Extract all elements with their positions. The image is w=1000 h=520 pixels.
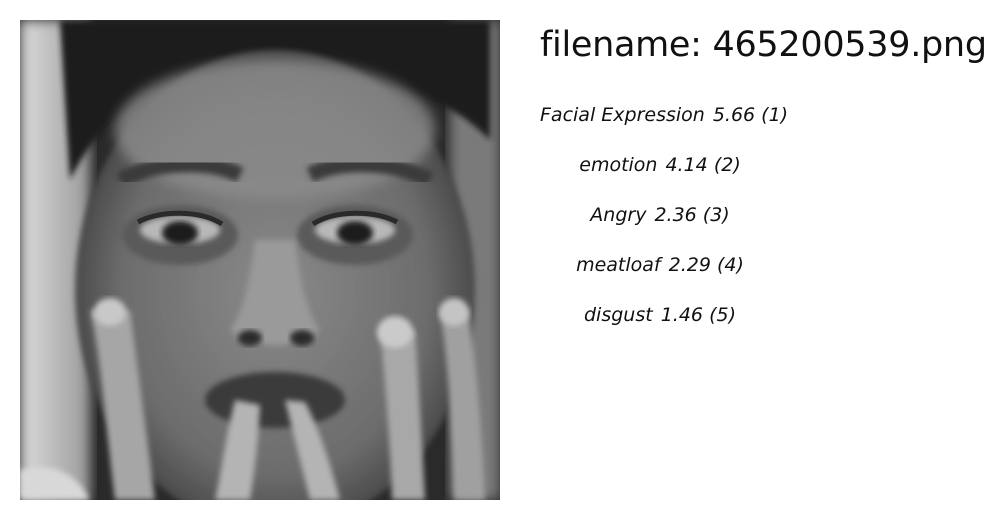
prediction-row: emotion 4.14 (2) [540, 140, 780, 190]
prediction-score: 2.29 [668, 254, 711, 276]
prediction-rank: (2) [713, 154, 741, 176]
prediction-label: Facial Expression [540, 104, 705, 126]
face-image [20, 20, 500, 500]
prediction-row: Facial Expression 5.66 (1) [540, 90, 788, 140]
prediction-score: 1.46 [660, 304, 704, 326]
prediction-row: meatloaf 2.29 (4) [540, 240, 780, 290]
prediction-score: 5.66 [712, 104, 756, 126]
prediction-rank: (1) [761, 104, 789, 126]
prediction-label: Angry [590, 204, 647, 226]
prediction-score: 4.14 [665, 154, 708, 176]
prediction-row: Angry 2.36 (3) [540, 190, 780, 240]
prediction-label: emotion [579, 154, 658, 176]
prediction-list: Facial Expression 5.66 (1) emotion 4.14 (2… [540, 90, 788, 340]
prediction-rank: (5) [709, 304, 736, 326]
prediction-label: meatloaf [576, 254, 661, 276]
prediction-rank: (4) [716, 254, 744, 276]
prediction-label: disgust [584, 304, 653, 326]
face-photo [20, 20, 500, 500]
prediction-row: disgust 1.46 (5) [540, 290, 780, 340]
prediction-score: 2.36 [654, 204, 697, 226]
prediction-rank: (3) [702, 204, 730, 226]
filename-title: filename: 465200539.png [540, 25, 987, 65]
